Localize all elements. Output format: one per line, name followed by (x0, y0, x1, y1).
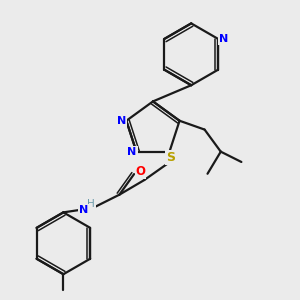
Text: S: S (167, 151, 176, 164)
Text: H: H (88, 200, 95, 209)
Text: N: N (79, 205, 88, 215)
Text: N: N (117, 116, 127, 126)
Text: O: O (136, 165, 146, 178)
Text: N: N (219, 34, 228, 44)
Text: N: N (128, 147, 137, 157)
